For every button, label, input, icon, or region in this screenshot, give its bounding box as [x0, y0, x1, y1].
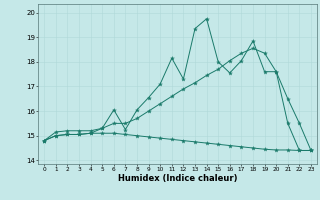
X-axis label: Humidex (Indice chaleur): Humidex (Indice chaleur) [118, 174, 237, 183]
